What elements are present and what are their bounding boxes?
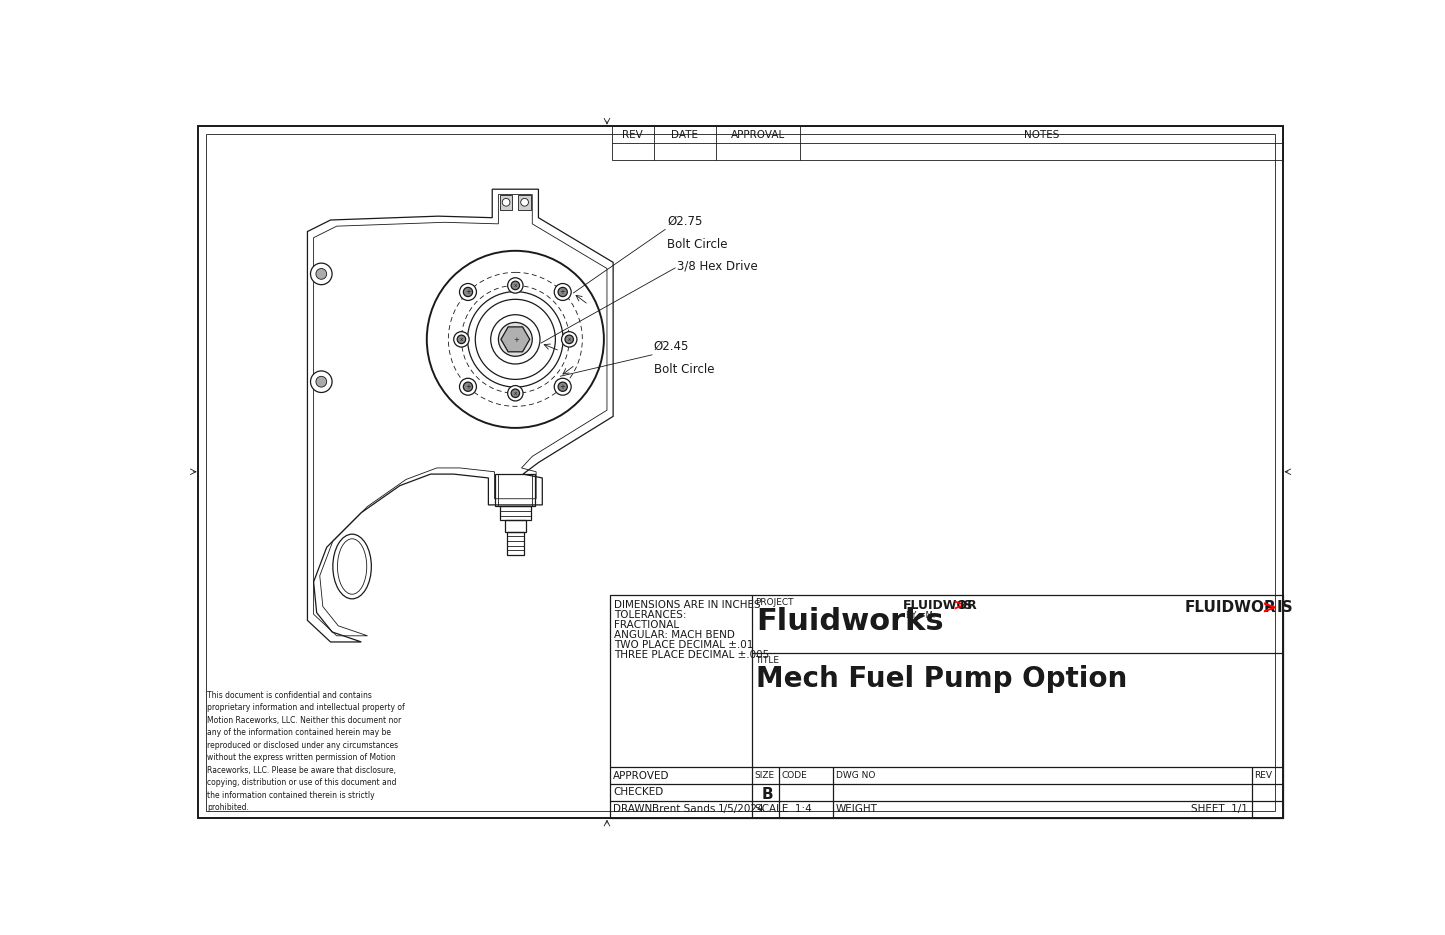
Text: x: x — [460, 337, 462, 342]
Text: Ø2.75: Ø2.75 — [668, 215, 702, 228]
Text: REV: REV — [623, 130, 643, 139]
Ellipse shape — [565, 335, 574, 343]
Text: Bolt Circle: Bolt Circle — [655, 363, 714, 376]
Ellipse shape — [512, 281, 520, 290]
Ellipse shape — [454, 332, 470, 347]
Ellipse shape — [460, 283, 477, 300]
Text: SCALE  1:4: SCALE 1:4 — [754, 804, 812, 814]
Ellipse shape — [460, 379, 477, 396]
Text: CODE: CODE — [782, 770, 808, 780]
Text: NOTES: NOTES — [1025, 130, 1059, 139]
Text: x: x — [568, 337, 571, 342]
Text: APPROVAL: APPROVAL — [731, 130, 785, 139]
Text: CHECKED: CHECKED — [613, 787, 663, 798]
Text: REV: REV — [1254, 770, 1273, 780]
Bar — [504, 520, 526, 532]
Text: +: + — [465, 289, 471, 295]
Text: IS: IS — [959, 598, 972, 611]
Text: ANGULAR: MACH BEND: ANGULAR: MACH BEND — [614, 629, 734, 640]
Text: +: + — [559, 289, 565, 295]
Ellipse shape — [464, 287, 473, 296]
Ellipse shape — [558, 287, 568, 296]
Text: DRAWN: DRAWN — [613, 804, 652, 814]
Text: >: > — [952, 598, 965, 614]
Text: DIMENSIONS ARE IN INCHES: DIMENSIONS ARE IN INCHES — [614, 599, 760, 610]
Ellipse shape — [503, 198, 510, 206]
Bar — [611, 126, 1283, 160]
Text: +: + — [559, 383, 565, 390]
Ellipse shape — [558, 382, 568, 392]
Ellipse shape — [555, 379, 571, 396]
Bar — [496, 474, 535, 507]
Text: Mech Fuel Pump Option: Mech Fuel Pump Option — [756, 665, 1127, 693]
Text: Fluidworks: Fluidworks — [756, 608, 944, 637]
Text: Brent Sands: Brent Sands — [652, 804, 715, 814]
Bar — [500, 507, 530, 520]
Text: Bolt Circle: Bolt Circle — [668, 237, 727, 251]
Ellipse shape — [311, 371, 332, 393]
Text: IS: IS — [1277, 599, 1293, 614]
Text: TWO PLACE DECIMAL ±.01: TWO PLACE DECIMAL ±.01 — [614, 640, 753, 650]
Ellipse shape — [316, 376, 327, 387]
Bar — [500, 194, 513, 210]
Text: PROJECT: PROJECT — [756, 598, 795, 607]
Ellipse shape — [512, 389, 520, 397]
Bar — [610, 595, 1283, 818]
Text: WEIGHT: WEIGHT — [835, 804, 877, 814]
Bar — [519, 194, 530, 210]
Text: SHEET  1/1: SHEET 1/1 — [1191, 804, 1247, 814]
Text: SIZE: SIZE — [754, 770, 775, 780]
Text: +: + — [465, 383, 471, 390]
Text: 3/8 Hex Drive: 3/8 Hex Drive — [678, 260, 757, 273]
Ellipse shape — [507, 278, 523, 294]
Text: FLUIDWOR: FLUIDWOR — [903, 598, 977, 611]
Text: >: > — [1261, 599, 1276, 618]
Ellipse shape — [311, 263, 332, 284]
Text: +: + — [513, 338, 519, 343]
Text: x: x — [514, 283, 517, 288]
Ellipse shape — [520, 198, 529, 206]
Bar — [507, 532, 523, 555]
Ellipse shape — [316, 268, 327, 280]
Text: 1/5/2024: 1/5/2024 — [718, 804, 764, 814]
Text: DWG NO: DWG NO — [835, 770, 876, 780]
Text: B: B — [762, 787, 773, 802]
Text: TOLERANCES:: TOLERANCES: — [614, 610, 686, 620]
Ellipse shape — [499, 323, 532, 356]
Ellipse shape — [457, 335, 465, 343]
Text: DATE: DATE — [672, 130, 698, 139]
Ellipse shape — [507, 385, 523, 401]
Text: APPROVED: APPROVED — [613, 770, 669, 781]
Polygon shape — [501, 327, 530, 352]
Text: BY ▶M.: BY ▶M. — [906, 611, 935, 619]
Text: Ø2.45: Ø2.45 — [655, 340, 689, 353]
Text: x: x — [514, 391, 517, 396]
Text: TITLE: TITLE — [756, 655, 780, 665]
Text: FRACTIONAL: FRACTIONAL — [614, 620, 679, 629]
Text: FLUIDWOR: FLUIDWOR — [1185, 599, 1277, 614]
Ellipse shape — [464, 382, 473, 392]
Text: THREE PLACE DECIMAL ±.005: THREE PLACE DECIMAL ±.005 — [614, 650, 769, 660]
Ellipse shape — [562, 332, 577, 347]
Text: This document is confidential and contains
proprietary information and intellect: This document is confidential and contai… — [207, 691, 405, 813]
Ellipse shape — [555, 283, 571, 300]
